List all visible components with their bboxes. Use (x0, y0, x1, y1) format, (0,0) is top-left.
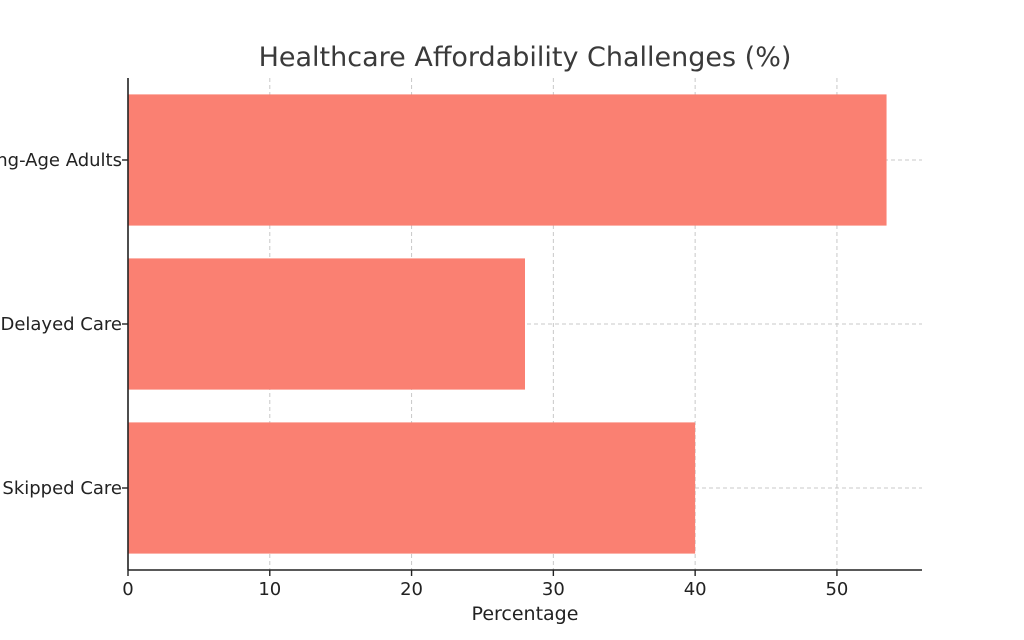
x-tick-label: 0 (122, 579, 133, 600)
y-tick-label: Skipped Care (2, 478, 122, 499)
x-tick-label: 10 (258, 579, 281, 600)
y-tick-label: Working-Age Adults (0, 150, 122, 171)
ticks-layer: 0 10 20 30 40 50 Working-Age Adults Delayed Car… (0, 150, 848, 600)
x-tick-label: 50 (825, 579, 848, 600)
bar (128, 422, 696, 554)
x-tick-label: 20 (400, 579, 423, 600)
y-tick-label: Delayed Care (0, 314, 122, 335)
x-tick-label: 40 (684, 579, 707, 600)
bars-layer (128, 94, 887, 554)
x-axis-label: Percentage (472, 603, 579, 625)
bar (128, 94, 887, 226)
chart-title: Healthcare Affordability Challenges (%) (259, 42, 792, 73)
bar (128, 258, 525, 390)
x-tick-label: 30 (542, 579, 565, 600)
